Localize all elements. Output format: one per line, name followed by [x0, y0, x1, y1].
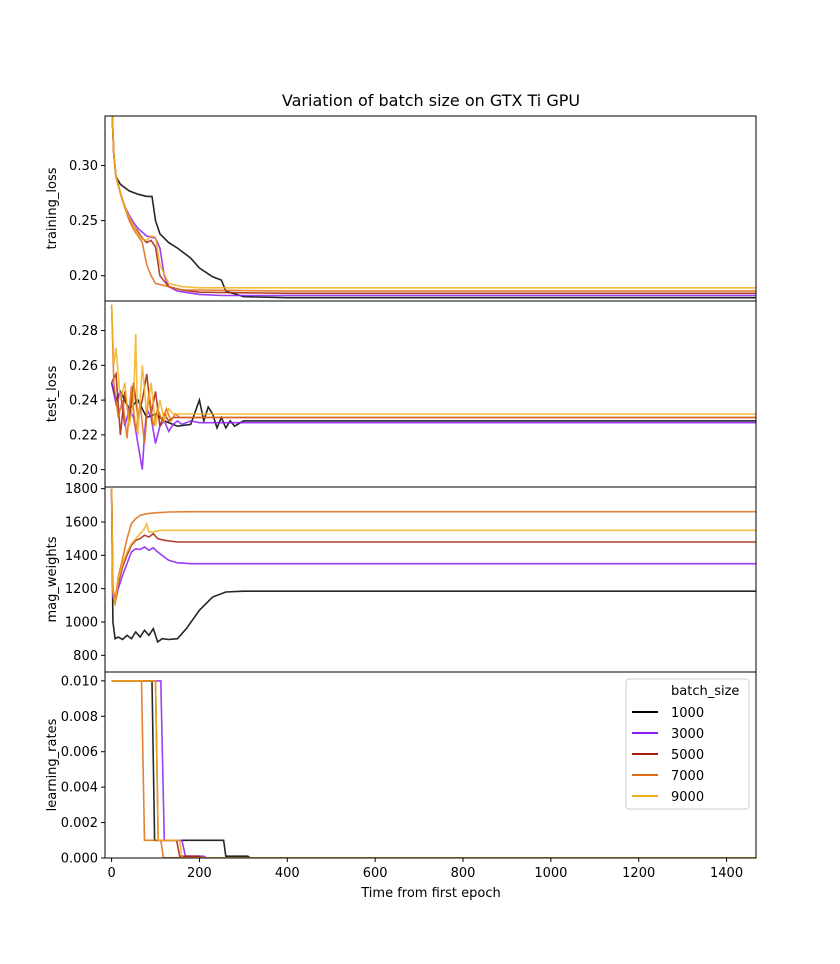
series-line-9000 — [110, 488, 756, 606]
x-tick-label: 0 — [107, 866, 115, 881]
x-tick-label: 400 — [275, 866, 300, 881]
y-tick-label: 1200 — [65, 582, 98, 597]
series-line-9000 — [111, 116, 756, 289]
y-tick-label: 0.25 — [69, 214, 98, 229]
panel-test_loss: 0.20 0.22 0.24 0.26 0.28 test_loss — [45, 300, 757, 488]
legend-label-9000: 9000 — [671, 790, 704, 805]
series-line-3000 — [110, 488, 756, 607]
panel-learning_rates: 0.000 0.002 0.004 0.006 0.008 0.010 learning_r… — [45, 671, 757, 881]
series-line-9000 — [110, 304, 756, 435]
y-axis-label: test_loss — [45, 365, 60, 422]
chart-title: Variation of batch size on GTX Ti GPU — [282, 91, 580, 110]
x-axis-label: Time from first epoch — [360, 886, 500, 901]
axes-frame — [104, 486, 757, 673]
y-tick-label: 1600 — [65, 516, 98, 531]
series-line-3000 — [110, 382, 756, 470]
y-tick-label: 1800 — [65, 482, 98, 497]
series-line-7000 — [110, 304, 756, 444]
series-line-5000 — [110, 371, 756, 435]
legend-label-1000: 1000 — [671, 706, 704, 721]
series-line-7000 — [110, 488, 756, 601]
x-tick-label: 1400 — [710, 866, 743, 881]
y-tick-label: 0.20 — [69, 463, 98, 478]
y-tick-label: 1000 — [65, 616, 98, 631]
y-tick-label: 0.000 — [61, 852, 98, 867]
y-axis-label: training_loss — [45, 167, 60, 249]
y-tick-label: 1400 — [65, 549, 98, 564]
y-tick-label: 0.24 — [69, 394, 98, 409]
x-tick-label: 1200 — [622, 866, 655, 881]
series-line-1000 — [111, 116, 756, 299]
y-tick-label: 0.30 — [69, 159, 98, 174]
panel-mag_weights: 800 1000 1200 1400 1600 1800 mag_weights — [45, 482, 757, 673]
y-tick-label: 0.006 — [61, 745, 98, 760]
legend-title: batch_size — [671, 684, 739, 699]
series-line-5000 — [110, 488, 756, 603]
legend-label-5000: 5000 — [671, 748, 704, 763]
x-tick-label: 600 — [363, 866, 388, 881]
axes-frame — [104, 300, 757, 488]
series-line-3000 — [111, 116, 756, 297]
series-line-5000 — [111, 116, 756, 295]
axes-frame — [104, 115, 757, 302]
series-line-7000 — [111, 116, 756, 292]
x-tick-label: 200 — [187, 866, 212, 881]
axes-frame — [104, 671, 757, 859]
y-axis-label: mag_weights — [45, 536, 60, 622]
y-tick-label: 0.28 — [69, 324, 98, 339]
legend: batch_size 1000 3000 5000 7000 9000 — [625, 678, 750, 810]
y-tick-label: 0.004 — [61, 781, 98, 796]
x-tick-label: 800 — [451, 866, 476, 881]
x-tick-label: 1000 — [534, 866, 567, 881]
legend-label-7000: 7000 — [671, 769, 704, 784]
y-tick-label: 0.20 — [69, 269, 98, 284]
series-line-1000 — [110, 382, 756, 431]
panel-training_loss: 0.20 0.25 0.30 training_loss — [45, 115, 757, 302]
y-tick-label: 0.008 — [61, 710, 98, 725]
series-line-1000 — [110, 488, 756, 644]
y-tick-label: 0.22 — [69, 428, 98, 443]
y-tick-label: 800 — [73, 649, 98, 664]
y-tick-label: 0.26 — [69, 359, 98, 374]
legend-label-3000: 3000 — [671, 727, 704, 742]
y-tick-label: 0.010 — [61, 674, 98, 689]
panels: 0.200.250.30training_loss0.200.220.240.2… — [45, 115, 757, 881]
y-axis-label: learning_rates — [45, 718, 60, 811]
y-tick-label: 0.002 — [61, 816, 98, 831]
